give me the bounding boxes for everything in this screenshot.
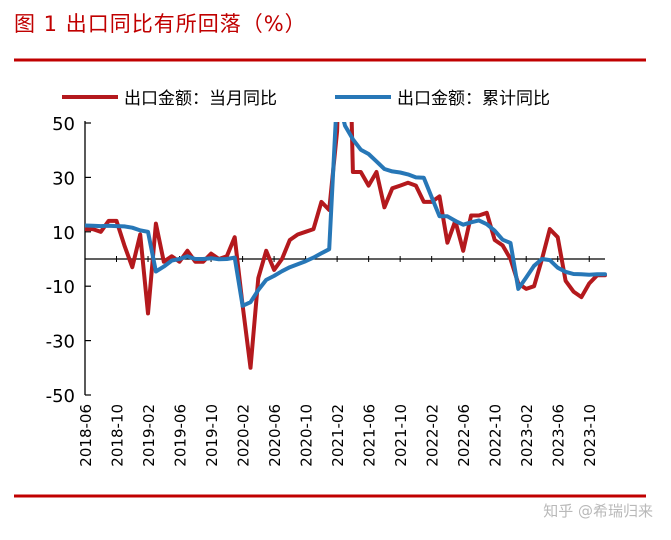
watermark: 知乎 @希瑞归来 (543, 502, 653, 520)
legend-label-cumulative: 出口金额：累计同比 (397, 89, 550, 109)
y-tick-label: -30 (46, 332, 75, 353)
series-line-cumulative-yoy (85, 122, 607, 308)
x-tick-label: 2018-10 (109, 404, 127, 467)
x-tick-label: 2018-06 (77, 404, 95, 467)
legend-label-monthly: 出口金额：当月同比 (124, 89, 277, 109)
x-tick-label: 2019-10 (203, 404, 221, 467)
y-axis: 50 30 10 -10 -30 -50 (46, 114, 91, 407)
y-tick-label: 50 (52, 114, 75, 135)
legend: 出口金额：当月同比 出口金额：累计同比 (62, 89, 550, 109)
y-tick-label: -10 (46, 277, 75, 298)
x-tick-label: 2023-02 (518, 404, 536, 467)
y-tick-label: 10 (52, 223, 75, 244)
x-tick-label: 2019-06 (172, 404, 190, 467)
series-layer (85, 122, 607, 370)
y-tick-label: -50 (46, 386, 75, 407)
x-tick-label: 2020-02 (235, 404, 253, 467)
x-tick-label: 2020-06 (266, 404, 284, 467)
series-line-monthly-yoy (85, 122, 607, 370)
y-tick-label: 30 (52, 168, 75, 189)
x-tick-label: 2021-10 (392, 404, 410, 467)
x-axis: 2018-06 2018-10 2019-02 2019-06 2019-10 2020-… (77, 256, 605, 467)
x-tick-label: 2022-02 (424, 404, 442, 467)
x-tick-label: 2022-10 (487, 404, 505, 467)
x-tick-label: 2023-06 (550, 404, 568, 467)
x-tick-label: 2023-10 (581, 404, 599, 467)
figure-title: 图 1 出口同比有所回落（%） (14, 12, 307, 36)
x-tick-label: 2020-10 (298, 404, 316, 467)
x-tick-label: 2019-02 (140, 404, 158, 467)
x-tick-label: 2021-02 (329, 404, 347, 467)
x-tick-label: 2021-06 (361, 404, 379, 467)
x-tick-label: 2022-06 (455, 404, 473, 467)
